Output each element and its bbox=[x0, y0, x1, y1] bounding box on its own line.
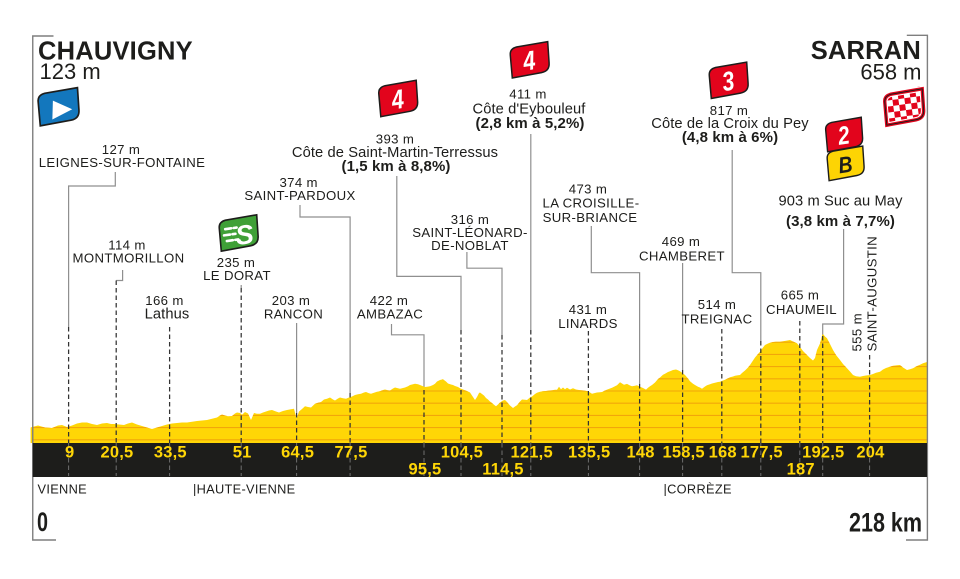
svg-text:|CORRÈZE: |CORRÈZE bbox=[664, 482, 732, 497]
svg-text:192,5: 192,5 bbox=[802, 444, 844, 462]
svg-text:665 m: 665 m bbox=[781, 288, 819, 303]
svg-text:204: 204 bbox=[856, 444, 885, 462]
svg-text:127 m: 127 m bbox=[102, 142, 140, 157]
svg-text:411 m: 411 m bbox=[509, 87, 546, 102]
svg-text:121,5: 121,5 bbox=[511, 444, 553, 462]
svg-text:DE-NOBLAT: DE-NOBLAT bbox=[431, 238, 509, 253]
svg-text:104,5: 104,5 bbox=[441, 444, 483, 462]
svg-text:SAINT-PARDOUX: SAINT-PARDOUX bbox=[244, 188, 355, 203]
svg-text:CHAMBERET: CHAMBERET bbox=[639, 248, 725, 263]
svg-text:(1,5 km à 8,8%): (1,5 km à 8,8%) bbox=[341, 158, 450, 175]
svg-text:Lathus: Lathus bbox=[145, 306, 190, 322]
svg-text:20,5: 20,5 bbox=[100, 444, 133, 462]
svg-text:CHAUVIGNY: CHAUVIGNY bbox=[38, 38, 193, 66]
svg-text:177,5: 177,5 bbox=[741, 444, 783, 462]
svg-text:S: S bbox=[233, 219, 255, 251]
svg-text:95,5: 95,5 bbox=[408, 461, 441, 479]
svg-text:158,5: 158,5 bbox=[662, 444, 704, 462]
svg-text:168: 168 bbox=[709, 444, 737, 462]
svg-text:3: 3 bbox=[720, 66, 736, 97]
svg-text:LEIGNES-SUR-FONTAINE: LEIGNES-SUR-FONTAINE bbox=[39, 155, 206, 170]
svg-text:4: 4 bbox=[520, 46, 537, 77]
svg-text:9: 9 bbox=[65, 444, 74, 462]
svg-text:422 m: 422 m bbox=[370, 293, 408, 308]
svg-text:LA CROISILLE-: LA CROISILLE- bbox=[543, 196, 640, 211]
svg-text:374 m: 374 m bbox=[279, 175, 317, 190]
svg-text:Côte de Saint-Martin-Terressus: Côte de Saint-Martin-Terressus bbox=[292, 145, 498, 161]
svg-text:469 m: 469 m bbox=[662, 234, 700, 249]
svg-text:|HAUTE-VIENNE: |HAUTE-VIENNE bbox=[193, 482, 296, 497]
svg-text:431 m: 431 m bbox=[569, 302, 607, 317]
svg-text:RANCON: RANCON bbox=[264, 306, 323, 321]
svg-text:(3,8 km à 7,7%): (3,8 km à 7,7%) bbox=[786, 213, 895, 230]
svg-text:B: B bbox=[837, 152, 854, 178]
svg-text:51: 51 bbox=[233, 444, 252, 462]
svg-text:AMBAZAC: AMBAZAC bbox=[357, 306, 423, 321]
svg-text:166 m: 166 m bbox=[145, 293, 183, 308]
svg-text:148: 148 bbox=[626, 444, 654, 462]
svg-text:77,5: 77,5 bbox=[335, 444, 368, 462]
svg-text:135,5: 135,5 bbox=[568, 444, 610, 462]
svg-text:316 m: 316 m bbox=[451, 212, 489, 227]
svg-text:235 m: 235 m bbox=[217, 255, 255, 270]
svg-text:Côte de la Croix du Pey: Côte de la Croix du Pey bbox=[651, 116, 809, 132]
svg-text:903 m Suc au May: 903 m Suc au May bbox=[778, 194, 903, 210]
svg-text:LE DORAT: LE DORAT bbox=[203, 268, 271, 283]
svg-text:TREIGNAC: TREIGNAC bbox=[682, 311, 753, 326]
svg-text:SUR-BRIANCE: SUR-BRIANCE bbox=[543, 210, 638, 225]
svg-text:SAINT-AUGUSTIN: SAINT-AUGUSTIN bbox=[865, 236, 880, 352]
svg-text:114 m: 114 m bbox=[108, 238, 145, 253]
svg-text:VIENNE: VIENNE bbox=[38, 482, 87, 497]
svg-text:114,5: 114,5 bbox=[482, 461, 523, 479]
svg-text:4: 4 bbox=[389, 85, 406, 116]
svg-text:555 m: 555 m bbox=[850, 313, 865, 351]
svg-text:514 m: 514 m bbox=[698, 297, 736, 312]
svg-text:(2,8 km à 5,2%): (2,8 km à 5,2%) bbox=[475, 115, 584, 132]
svg-text:218 km: 218 km bbox=[849, 508, 922, 538]
svg-text:473 m: 473 m bbox=[569, 181, 607, 196]
svg-text:203 m: 203 m bbox=[272, 293, 310, 308]
svg-text:2: 2 bbox=[835, 120, 851, 150]
svg-text:0: 0 bbox=[37, 507, 48, 537]
svg-text:SARRAN: SARRAN bbox=[811, 37, 921, 65]
svg-text:SAINT-LÉONARD-: SAINT-LÉONARD- bbox=[412, 225, 528, 240]
svg-text:658 m: 658 m bbox=[860, 60, 921, 85]
svg-text:33,5: 33,5 bbox=[154, 444, 187, 462]
svg-text:187: 187 bbox=[787, 461, 815, 479]
svg-text:(4,8 km à 6%): (4,8 km à 6%) bbox=[682, 129, 778, 146]
svg-text:LINARDS: LINARDS bbox=[558, 316, 618, 331]
svg-text:CHAUMEIL: CHAUMEIL bbox=[766, 302, 837, 317]
svg-text:Côte d'Eybouleuf: Côte d'Eybouleuf bbox=[472, 102, 586, 118]
svg-text:817 m: 817 m bbox=[710, 103, 748, 118]
svg-text:123 m: 123 m bbox=[40, 59, 101, 84]
svg-text:64,5: 64,5 bbox=[281, 444, 314, 462]
svg-text:393 m: 393 m bbox=[376, 132, 414, 147]
svg-text:MONTMORILLON: MONTMORILLON bbox=[73, 251, 185, 266]
